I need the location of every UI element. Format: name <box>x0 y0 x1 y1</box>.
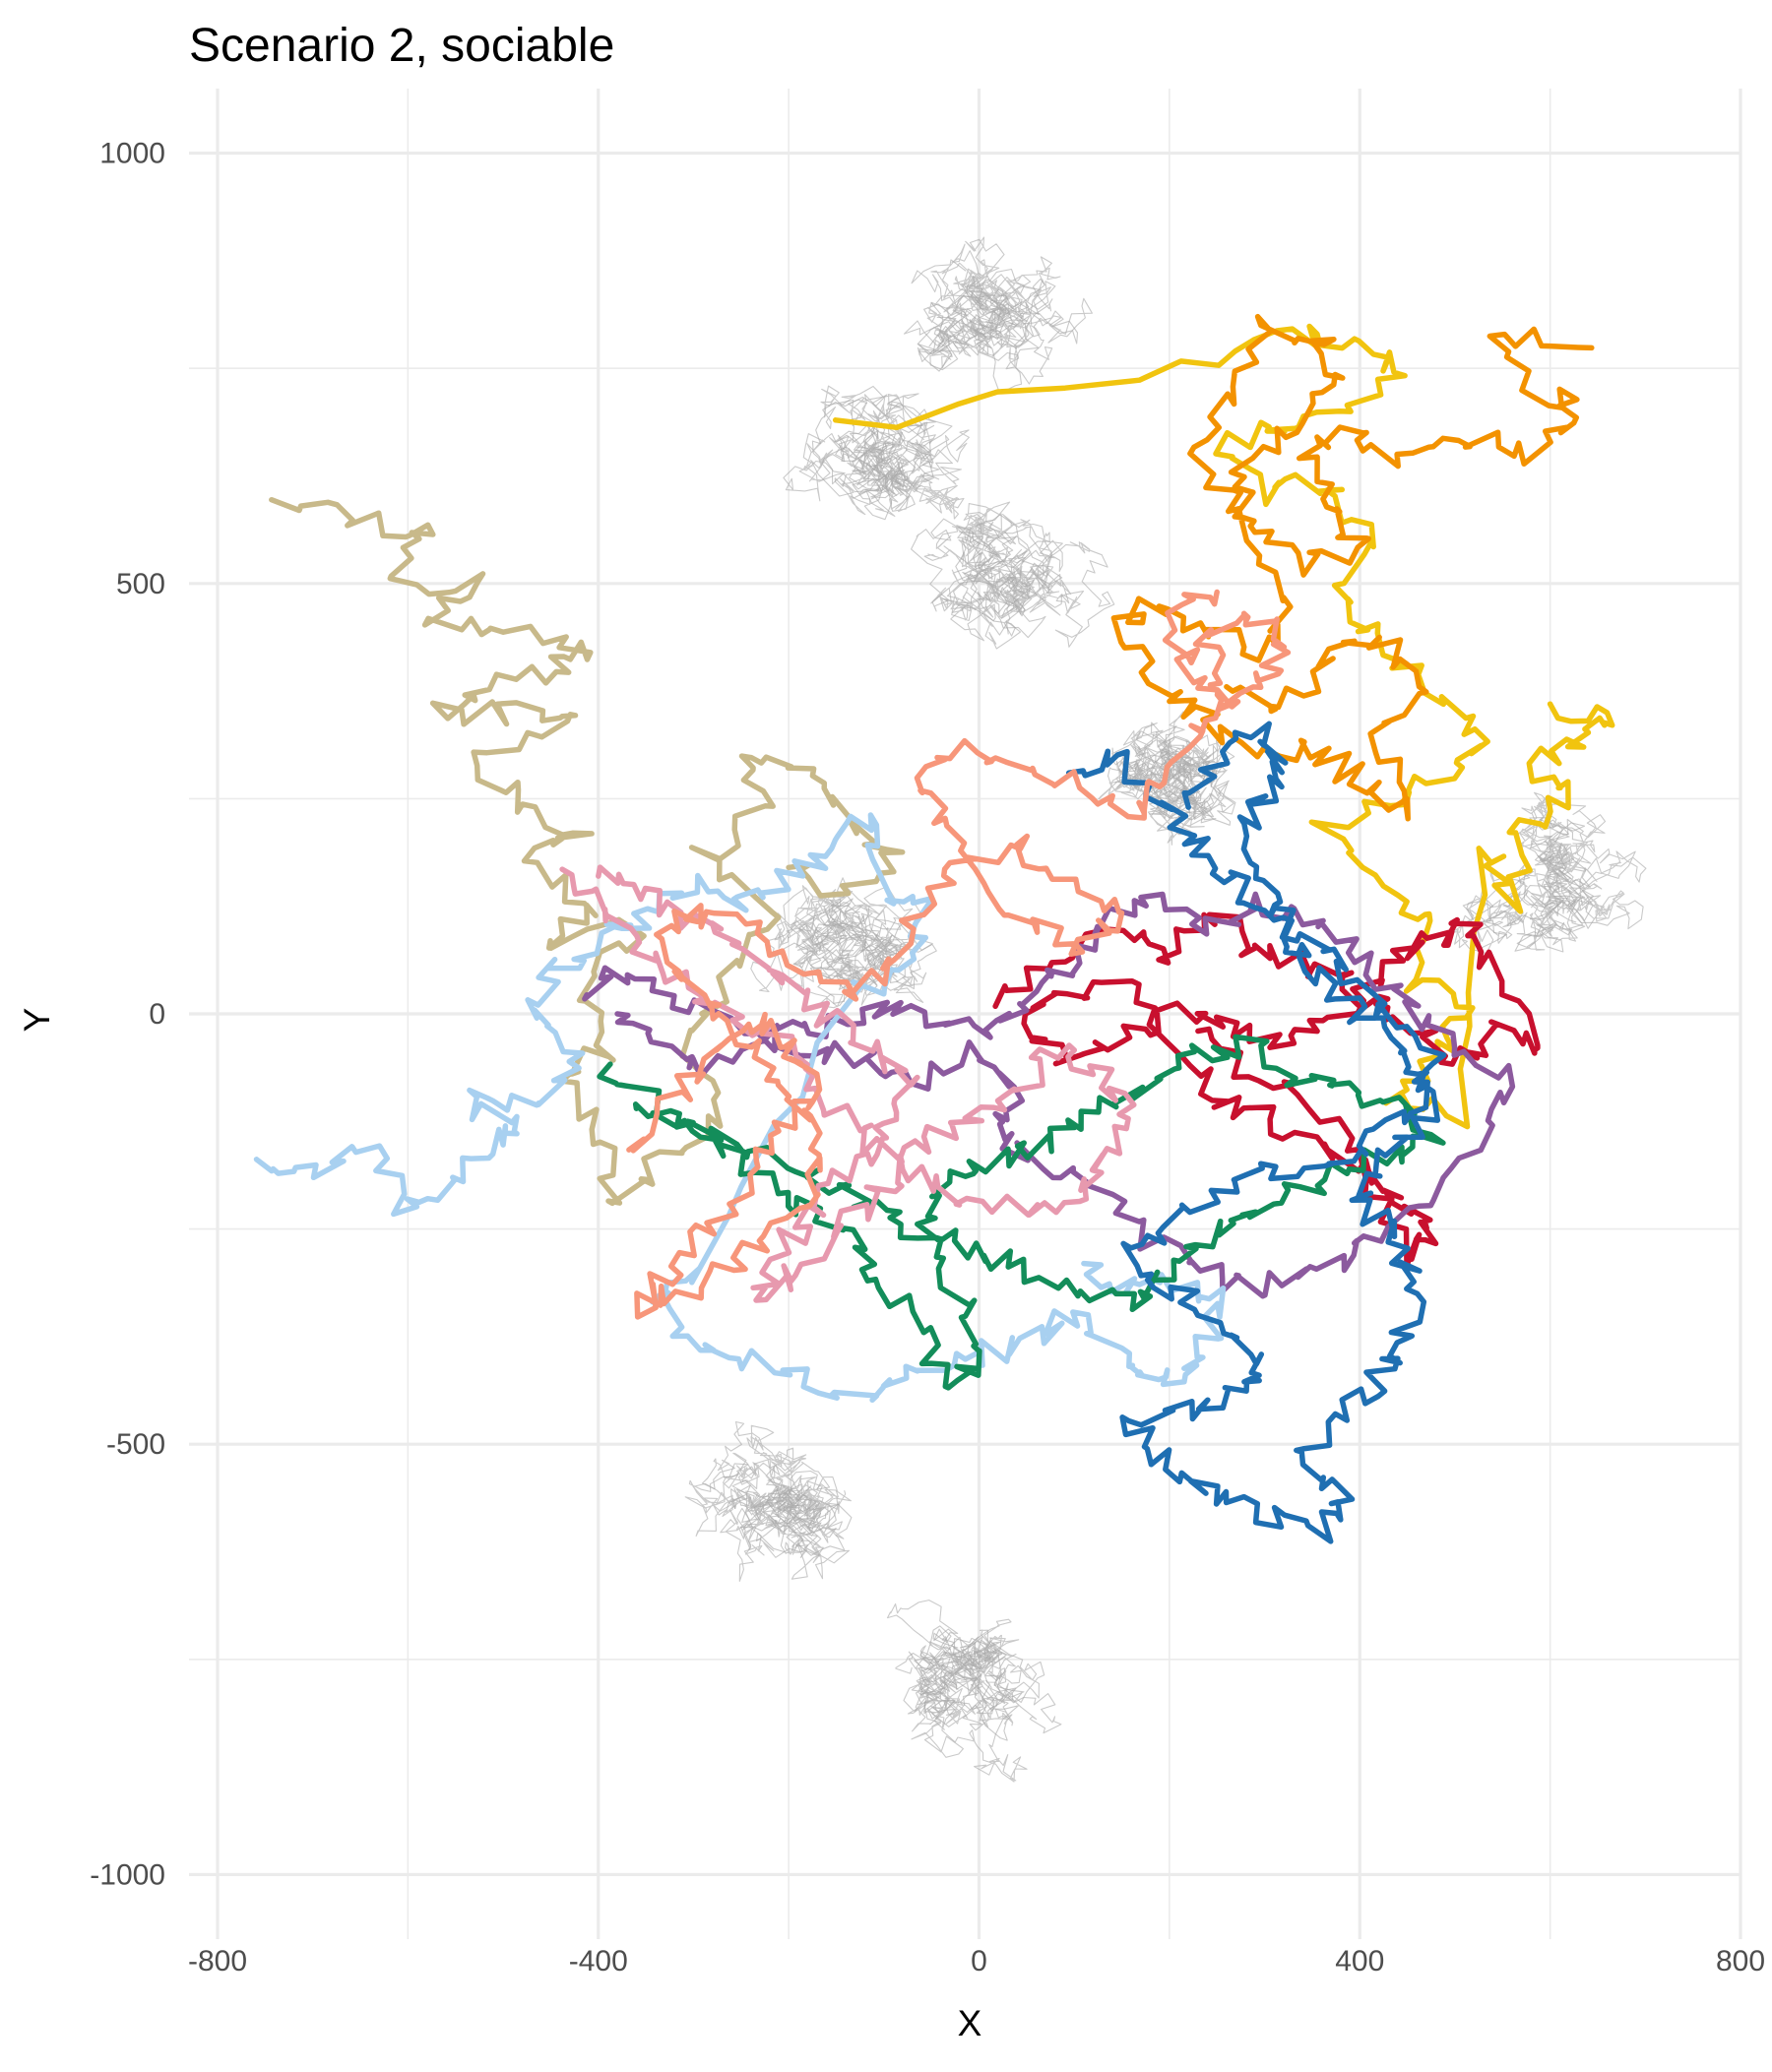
y-axis-title: Y <box>17 1008 57 1033</box>
background-trajectory <box>956 501 1115 648</box>
background-trajectory <box>810 393 970 517</box>
series-trajectory-3 <box>1110 313 1595 822</box>
series-trajectory-6 <box>253 812 1227 1404</box>
tick-labels: -800 -400 0 400 800 -1000 -500 0 500 1000 <box>90 138 1765 1978</box>
series-trajectory-7 <box>597 1034 1446 1391</box>
x-tick-label: 800 <box>1716 1945 1765 1978</box>
background-trajectory <box>820 385 953 501</box>
x-tick-label: -800 <box>188 1945 247 1978</box>
series-trajectory-9 <box>559 864 1137 1303</box>
series-trajectory-5 <box>582 891 1516 1299</box>
background-trajectory <box>1517 791 1647 915</box>
x-tick-label: -400 <box>569 1945 628 1978</box>
chart-title: Scenario 2, sociable <box>189 20 614 72</box>
background-trajectory <box>923 513 1038 650</box>
series-trajectory-8 <box>1065 721 1447 1544</box>
y-tick-label: -500 <box>106 1428 165 1461</box>
y-tick-label: 1000 <box>99 138 165 170</box>
background-trajectory <box>1098 722 1234 824</box>
x-tick-label: 0 <box>971 1945 987 1978</box>
background-trajectory <box>1466 854 1644 952</box>
x-axis-title: X <box>958 2003 982 2043</box>
background-trajectory <box>784 886 933 1010</box>
x-tick-label: 400 <box>1335 1945 1384 1978</box>
background-trajectory <box>886 1600 1062 1741</box>
series-trajectories <box>253 313 1615 1544</box>
series-trajectory-1 <box>269 496 906 1207</box>
background-trajectory <box>783 403 965 521</box>
y-tick-label: 500 <box>116 568 165 600</box>
background-trajectory <box>720 1470 846 1582</box>
series-trajectory-4 <box>992 911 1541 1269</box>
background-trajectory <box>908 1618 1045 1758</box>
background-trajectory <box>911 259 1079 385</box>
y-tick-label: -1000 <box>90 1858 165 1891</box>
background-trajectory <box>903 256 1093 371</box>
series-trajectory-10 <box>626 589 1292 1320</box>
y-tick-label: 0 <box>149 998 165 1031</box>
background-trajectory <box>911 513 1072 637</box>
